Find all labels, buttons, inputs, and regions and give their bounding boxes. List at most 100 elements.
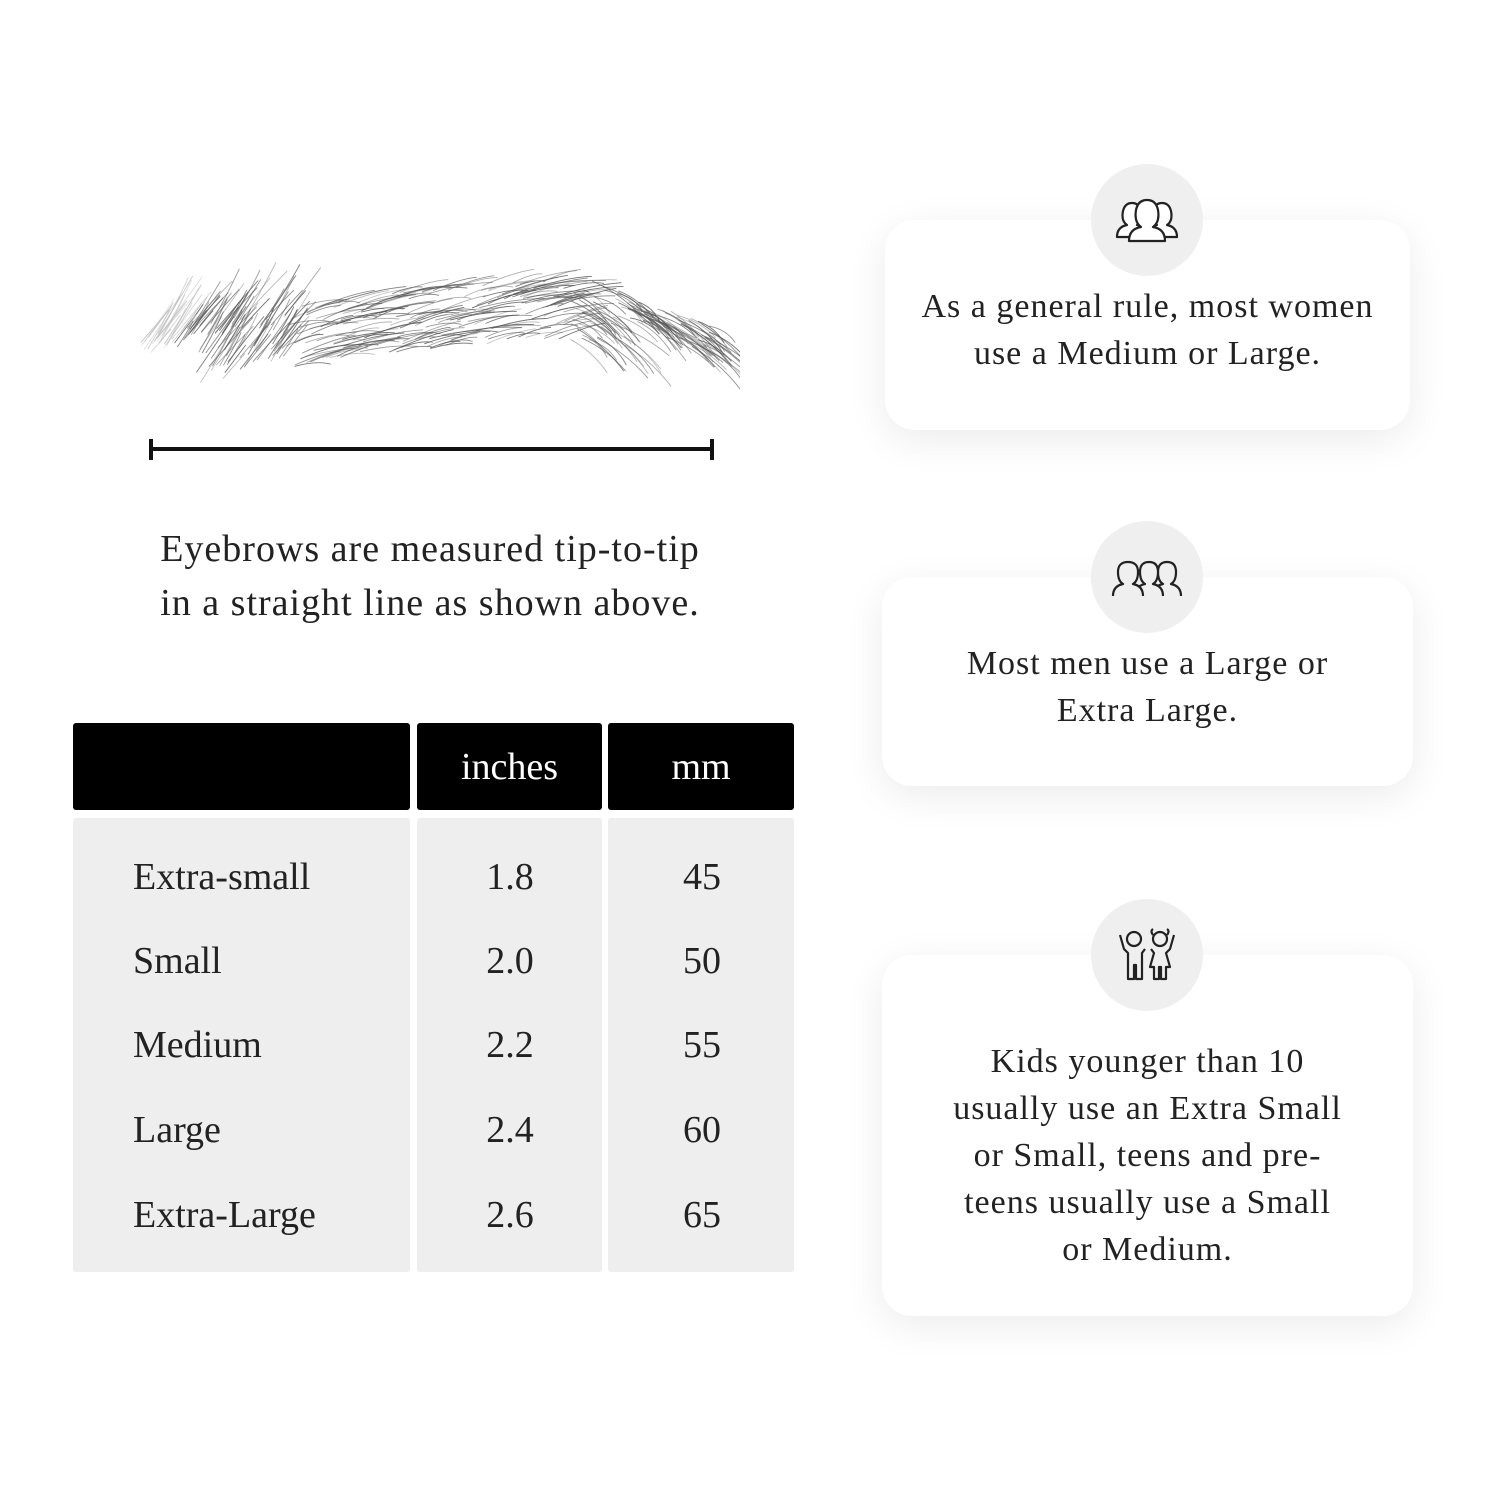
eyebrow-hair [301, 334, 356, 354]
eyebrow-hair [201, 311, 224, 354]
size-cell: Large [133, 1109, 221, 1151]
eyebrow-hair [445, 336, 478, 347]
eyebrow-hair [441, 330, 498, 336]
mm-cell: 60 [683, 1109, 721, 1151]
eyebrow-hair [336, 344, 368, 357]
eyebrow-hair [627, 302, 677, 351]
eyebrow-hair [670, 310, 716, 357]
eyebrow-hair [284, 267, 322, 317]
mm-cell: 55 [683, 1024, 721, 1066]
eyebrow-hair [247, 319, 268, 355]
eyebrow-hair [343, 317, 400, 325]
eyebrow-hair [617, 315, 659, 343]
eyebrow-hair [430, 342, 473, 350]
eyebrow-hair [709, 325, 736, 343]
eyebrow-hair [410, 308, 440, 319]
eyebrow-hair [708, 331, 740, 353]
eyebrow-hair [338, 286, 407, 303]
eyebrow-hair [294, 362, 331, 367]
eyebrow-hair [274, 308, 309, 349]
eyebrow-hair [294, 350, 341, 366]
eyebrow-hair [276, 307, 308, 355]
eyebrow-hair [556, 304, 609, 324]
eyebrow-hair [457, 311, 492, 321]
eyebrow-hair [512, 273, 543, 284]
eyebrow-hair [428, 281, 493, 295]
eyebrow-hair [286, 333, 320, 347]
eyebrow-hair [281, 320, 310, 349]
eyebrow-hair [564, 307, 608, 322]
eyebrow-hair [576, 328, 625, 372]
eyebrow-hair [556, 285, 624, 298]
eyebrow-hair [590, 322, 623, 349]
eyebrow-hair [427, 336, 463, 347]
eyebrow-hair [582, 312, 618, 340]
eyebrow-hair [479, 298, 545, 309]
eyebrow-hair [449, 310, 517, 321]
eyebrow-hair [680, 323, 727, 361]
eyebrow-hair [482, 289, 528, 298]
men-group-icon [1091, 521, 1203, 633]
eyebrow-hair [300, 343, 350, 360]
eyebrow-hair [278, 300, 311, 335]
eyebrow-hair [533, 296, 577, 302]
eyebrow-hair [325, 349, 361, 358]
eyebrow-hair [335, 310, 388, 325]
eyebrow-hair [577, 315, 608, 336]
eyebrow-hair [140, 309, 170, 343]
eyebrow-hair [497, 276, 559, 299]
size-cell: Extra-small [133, 856, 311, 898]
eyebrow-hair [594, 296, 627, 315]
eyebrow-hair [450, 331, 491, 341]
eyebrow-hair [536, 293, 602, 303]
eyebrow-hair [589, 312, 617, 336]
eyebrow-hair [230, 290, 254, 329]
eyebrow-hair [502, 321, 540, 328]
eyebrow-hair [433, 295, 486, 315]
eyebrow-hair [270, 289, 303, 326]
eyebrow-hair [193, 310, 214, 335]
eyebrow-hair [563, 303, 615, 313]
eyebrow-hair [221, 289, 248, 334]
eyebrow-hair [704, 337, 740, 363]
eyebrow-hair [340, 314, 378, 320]
kids-icon [1091, 899, 1203, 1011]
size-cell: Extra-Large [133, 1194, 316, 1236]
eyebrow-hair [447, 275, 495, 291]
eyebrow-hair [419, 313, 453, 324]
eyebrow-hair [147, 305, 173, 349]
eyebrow-hair [389, 317, 427, 326]
eyebrow-hair [156, 303, 186, 343]
eyebrow-hair [342, 332, 395, 340]
eyebrow-hair [403, 286, 468, 294]
eyebrow-hair [282, 324, 309, 357]
inches-cell: 2.4 [486, 1109, 534, 1151]
eyebrow-hair [700, 323, 740, 357]
eyebrow-hair [657, 308, 700, 337]
eyebrow-hair [414, 326, 451, 340]
eyebrow-hair [638, 313, 685, 341]
eyebrow-hair [618, 302, 660, 335]
measurement-line [149, 439, 714, 460]
eyebrow-hair [704, 336, 740, 362]
card-kids: Kids younger than 10 usually use an Extr… [882, 955, 1413, 1316]
eyebrow-hair [141, 309, 169, 346]
eyebrow-hair [190, 301, 210, 336]
eyebrow-hair [703, 344, 740, 368]
eyebrow-hair [231, 278, 262, 325]
eyebrow-hair [702, 345, 740, 375]
mm-cell: 45 [683, 856, 721, 898]
eyebrow-hair [221, 291, 249, 336]
eyebrow-hair [677, 315, 717, 339]
eyebrow-hair [596, 337, 649, 379]
eyebrow-hair [435, 310, 495, 321]
eyebrow-hair [305, 331, 356, 344]
eyebrow-illustration [140, 262, 740, 390]
eyebrow-hair [576, 295, 625, 331]
eyebrow-hair [581, 337, 626, 372]
eyebrow-hair [200, 331, 231, 384]
eyebrow-hair [243, 262, 277, 320]
eyebrow-hair [391, 286, 423, 295]
eyebrow-hair [154, 296, 181, 342]
eyebrow-hair [591, 317, 638, 362]
